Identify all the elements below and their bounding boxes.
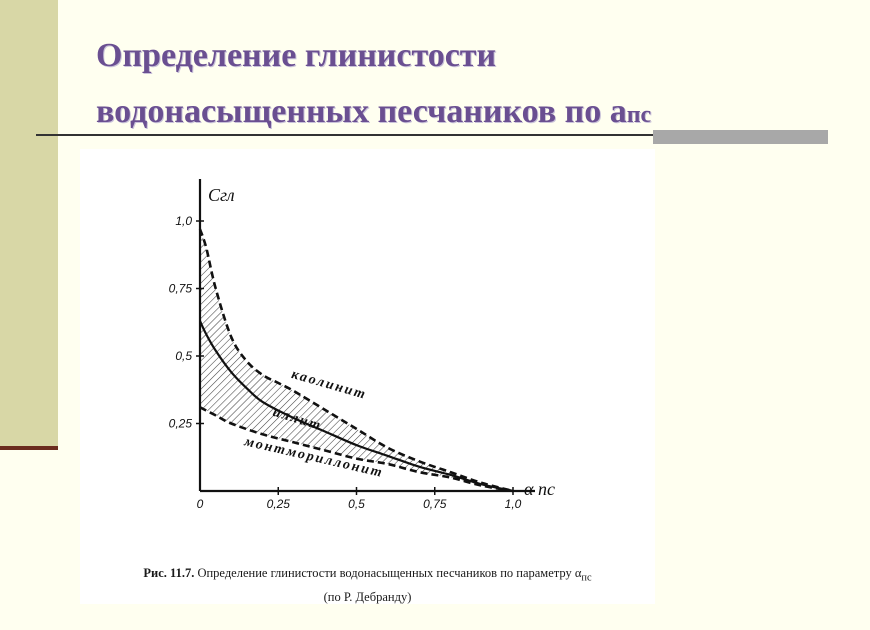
x-tick-label: 1,0 bbox=[505, 497, 522, 511]
y-axis-label: Cгл bbox=[208, 185, 235, 205]
title-divider bbox=[36, 134, 828, 136]
side-decor-line bbox=[0, 446, 58, 450]
slide-title-line2: водонасыщенных песчаников по aпс bbox=[96, 84, 836, 143]
slide-title: Определение глинистости водонасыщенных п… bbox=[96, 28, 836, 143]
y-tick-label: 1,0 bbox=[175, 214, 192, 228]
figure-caption-subscript: пс bbox=[581, 572, 592, 584]
figure-caption-line2: (по Р. Дебранду) bbox=[323, 589, 412, 604]
y-tick-label: 0,25 bbox=[169, 417, 193, 431]
slide-title-line2-text: водонасыщенных песчаников по a bbox=[96, 93, 627, 130]
x-tick-label: 0,5 bbox=[348, 497, 365, 511]
x-tick-label: 0,25 bbox=[267, 497, 291, 511]
x-tick-label: 0 bbox=[197, 497, 204, 511]
side-decor-bar bbox=[0, 0, 58, 450]
slide-title-subscript: пс bbox=[626, 102, 652, 128]
series-line-3 bbox=[199, 406, 514, 493]
y-tick-label: 0,5 bbox=[175, 349, 192, 363]
figure-panel: 0 0,25 0,5 0,75 1,0 0,25 0,5 0,75 1,0 Cгл α пс као… bbox=[80, 149, 655, 604]
series-line-1 bbox=[198, 228, 514, 493]
figure-caption-number: Рис. 11.7. bbox=[143, 566, 195, 580]
x-tick-label: 0,75 bbox=[423, 497, 447, 511]
figure-caption-line1: Рис. 11.7. Определение глинистости водон… bbox=[80, 564, 655, 588]
series-line-2 bbox=[198, 320, 514, 493]
figure-caption: Рис. 11.7. Определение глинистости водон… bbox=[80, 564, 655, 606]
title-divider-accent bbox=[653, 130, 828, 144]
x-axis-label: α пс bbox=[524, 479, 555, 499]
figure-caption-text: Определение глинистости водонасыщенных п… bbox=[197, 566, 582, 580]
slide-title-line1: Определение глинистости bbox=[96, 37, 497, 74]
clay-band-hatching bbox=[200, 229, 513, 491]
y-tick-label: 0,75 bbox=[169, 282, 193, 296]
